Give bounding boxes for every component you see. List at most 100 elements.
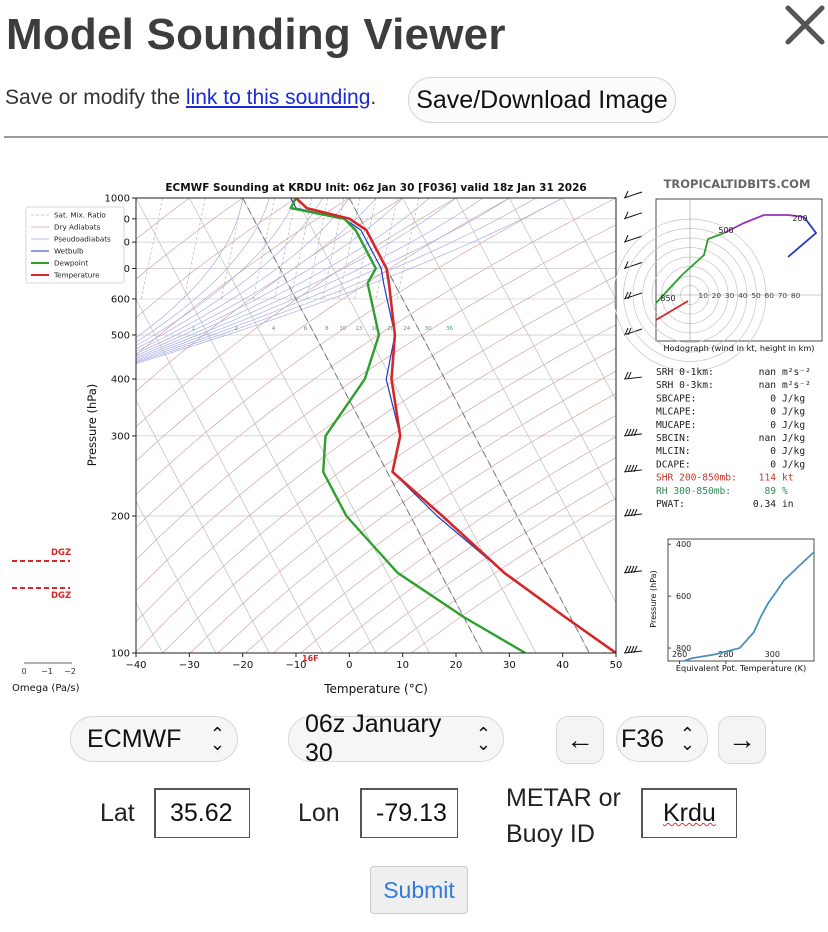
dry-adiabat bbox=[217, 370, 616, 653]
next-forecast-button[interactable]: → bbox=[718, 716, 766, 764]
wind-barb-staff bbox=[623, 235, 643, 243]
index-unit: % bbox=[782, 486, 788, 497]
surface-temp-label: 16F bbox=[302, 654, 319, 663]
index-value: 0 bbox=[770, 393, 776, 404]
index-value: 0 bbox=[770, 407, 776, 418]
index-value: 114 bbox=[759, 473, 777, 484]
hodograph-ring-label: 10 bbox=[699, 291, 709, 300]
legend-label: Sat. Mix. Ratio bbox=[54, 211, 106, 220]
close-button[interactable] bbox=[782, 2, 828, 48]
y-axis-label: Pressure (hPa) bbox=[85, 384, 99, 467]
y-tick-label: 600 bbox=[111, 294, 130, 305]
station-id-input[interactable]: Krdu bbox=[641, 788, 737, 838]
wind-barb-staff bbox=[623, 376, 643, 380]
pseudo-adiabat bbox=[136, 198, 324, 350]
mixing-ratio-label: 6 bbox=[304, 326, 308, 332]
submit-button[interactable]: Submit bbox=[370, 866, 468, 914]
wind-barb-feather bbox=[624, 464, 629, 473]
x-tick-label: −30 bbox=[179, 660, 200, 671]
run-select-value: 06z January 30 bbox=[305, 710, 442, 767]
wind-barb-feather bbox=[624, 211, 629, 220]
isotherm bbox=[136, 500, 217, 653]
hodograph-trace bbox=[655, 232, 725, 304]
wind-barb bbox=[623, 234, 643, 243]
x-tick-label: −10 bbox=[285, 660, 306, 671]
brand-label: TROPICALTIDBITS.COM bbox=[664, 177, 811, 191]
dry-adiabat bbox=[136, 224, 616, 561]
index-value: 0.34 bbox=[753, 499, 776, 510]
theta-e-x-tick-label: 300 bbox=[765, 650, 780, 659]
mixing-ratio-label: 24 bbox=[403, 326, 410, 332]
mixing-ratio-line bbox=[290, 198, 313, 300]
wind-barb bbox=[623, 327, 643, 336]
wind-barb-staff bbox=[623, 570, 643, 574]
lat-input[interactable]: 35.62 bbox=[154, 788, 250, 838]
mixing-ratio-line bbox=[252, 198, 276, 300]
save-instructions: Save or modify the link to this sounding… bbox=[5, 86, 376, 110]
y-tick-label: 300 bbox=[111, 431, 130, 442]
hodograph-trace bbox=[723, 214, 805, 234]
previous-forecast-button[interactable]: ← bbox=[556, 716, 604, 764]
theta-e-panel: 260 280 300 400 600 800 Pressure (hPa) Equiva… bbox=[649, 538, 815, 673]
dry-adiabat bbox=[245, 393, 616, 653]
save-download-button[interactable]: Save/Download Image bbox=[408, 77, 676, 123]
mixing-ratio-label: 30 bbox=[425, 326, 432, 332]
run-select[interactable]: 06z January 30 ⌃ ⌄ bbox=[288, 710, 504, 767]
dry-adiabat bbox=[136, 275, 616, 623]
wind-barb-staff bbox=[623, 328, 643, 336]
dry-adiabat bbox=[136, 198, 563, 496]
pseudo-adiabat bbox=[136, 198, 377, 354]
lon-input[interactable]: -79.13 bbox=[360, 788, 458, 838]
index-name: SBCAPE: bbox=[656, 393, 696, 404]
wind-barb-feather bbox=[627, 508, 632, 517]
hodograph-ring-label: 30 bbox=[725, 291, 735, 300]
temperature-line bbox=[295, 198, 616, 653]
chevron-updown-icon: ⌃ ⌄ bbox=[679, 724, 695, 754]
index-unit: J/kg bbox=[782, 446, 805, 457]
wind-barb-feather bbox=[624, 327, 629, 336]
hodograph-level-label: 850 bbox=[660, 294, 675, 303]
index-value: 0 bbox=[770, 420, 776, 431]
wind-barb-feather bbox=[633, 508, 638, 517]
x-tick-label: 40 bbox=[556, 660, 569, 671]
sounding-image: ECMWF Sounding at KRDU Init: 06z Jan 30 … bbox=[4, 175, 828, 703]
wind-barb-feather bbox=[627, 464, 632, 473]
wind-barb-feather bbox=[630, 565, 635, 574]
highlight-isotherm bbox=[242, 198, 484, 653]
dry-adiabat bbox=[136, 198, 510, 462]
wind-barb-feather bbox=[633, 428, 638, 437]
mixing-ratio-line bbox=[375, 198, 398, 300]
theta-e-line bbox=[683, 551, 815, 662]
index-name: MLCIN: bbox=[656, 446, 691, 457]
theta-e-x-tick-label: 260 bbox=[672, 650, 687, 659]
y-tick-label: 100 bbox=[111, 649, 130, 660]
isotherm bbox=[189, 198, 430, 653]
dry-adiabat bbox=[272, 414, 616, 653]
wind-barb bbox=[623, 261, 643, 269]
isotherm bbox=[136, 298, 323, 653]
legend-label: Wetbulb bbox=[54, 247, 84, 256]
sounding-link[interactable]: link to this sounding bbox=[185, 86, 371, 109]
pseudo-adiabat bbox=[136, 198, 510, 362]
index-unit: m²s⁻² bbox=[782, 380, 811, 391]
hodograph-trace bbox=[787, 216, 818, 258]
mixing-ratio-line bbox=[183, 198, 206, 300]
wind-barb-feather bbox=[624, 428, 629, 437]
wind-barb bbox=[623, 428, 643, 437]
wind-barb-feather bbox=[627, 327, 632, 336]
station-id-value: Krdu bbox=[663, 799, 716, 827]
theta-e-y-tick-label: 800 bbox=[676, 644, 691, 653]
dry-adiabat bbox=[162, 324, 616, 653]
x-tick-label: 30 bbox=[503, 660, 516, 671]
wind-barb-feather bbox=[624, 371, 629, 380]
isotherm bbox=[402, 198, 616, 604]
index-name: PWAT: bbox=[656, 499, 685, 510]
wind-barb bbox=[623, 464, 643, 473]
x-tick-label: 50 bbox=[610, 660, 623, 671]
index-unit: in bbox=[782, 499, 794, 510]
dry-adiabat bbox=[136, 250, 616, 592]
legend-label: Dewpoint bbox=[54, 259, 88, 268]
forecast-hour-select[interactable]: F36 ⌃ ⌄ bbox=[616, 716, 708, 762]
background-lines bbox=[136, 198, 616, 653]
model-select[interactable]: ECMWF ⌃ ⌄ bbox=[70, 716, 238, 762]
